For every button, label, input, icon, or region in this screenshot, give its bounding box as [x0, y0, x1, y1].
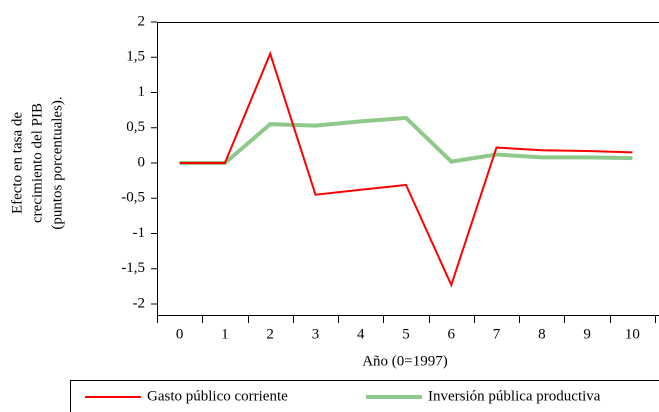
- x-tick-label: 2: [266, 326, 274, 342]
- y-tick-label: 0,5: [126, 119, 145, 135]
- line-series: [179, 50, 633, 288]
- x-tick-label: 0: [176, 326, 184, 342]
- legend-label: Inversión pública productiva: [428, 388, 601, 404]
- x-tick-label: 7: [493, 326, 501, 342]
- y-axis-title: crecimiento del PIB: [29, 103, 45, 223]
- y-axis-title: Efecto en tasa de: [9, 112, 25, 214]
- line-series: [179, 115, 633, 165]
- legend-box: [70, 380, 659, 412]
- x-tick-label: 4: [357, 326, 365, 342]
- y-tick-label: -1: [133, 225, 146, 241]
- y-tick-label: -2: [133, 295, 146, 311]
- y-tick-label: 2: [138, 13, 146, 29]
- y-axis-title: (puntos porcentuales).: [49, 96, 65, 229]
- x-tick-label: 1: [221, 326, 229, 342]
- x-tick-label: 9: [583, 326, 591, 342]
- x-tick-label: 6: [448, 326, 456, 342]
- x-tick-label: 10: [625, 326, 640, 342]
- x-tick-label: 8: [538, 326, 546, 342]
- x-tick-label: 5: [402, 326, 410, 342]
- y-tick-label: 1: [138, 84, 146, 100]
- y-tick-label: 1,5: [126, 49, 145, 65]
- y-tick-label: 0: [138, 154, 146, 170]
- x-axis-title: Año (0=1997): [362, 353, 448, 369]
- y-tick-label: -1,5: [121, 260, 145, 276]
- y-tick-label: -0,5: [121, 190, 145, 206]
- x-tick-label: 3: [312, 326, 320, 342]
- legend-label: Gasto público corriente: [147, 388, 288, 404]
